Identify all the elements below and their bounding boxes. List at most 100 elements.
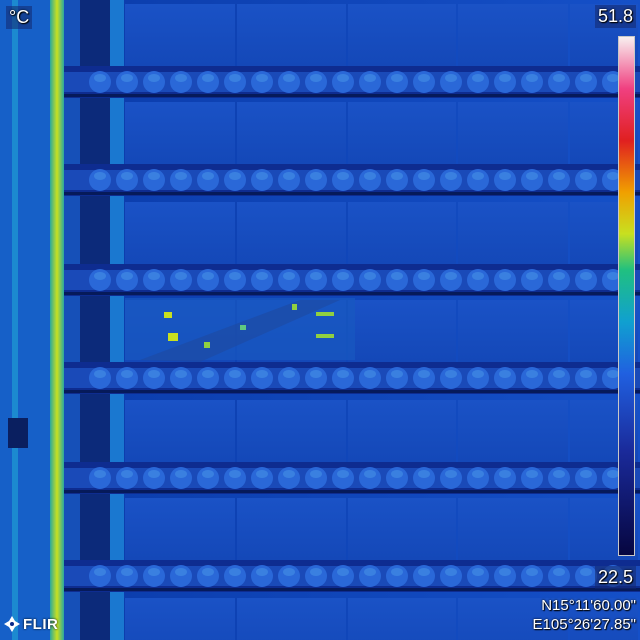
connector-highlight [229, 370, 241, 378]
flir-logo-icon [4, 616, 20, 632]
connector-highlight [445, 272, 457, 280]
connector-highlight [121, 470, 133, 478]
connector-highlight [202, 568, 214, 576]
connector-highlight [553, 172, 565, 180]
row-gap [64, 390, 640, 393]
panel-cell [237, 4, 346, 66]
connector-highlight [310, 370, 322, 378]
connector-highlight [94, 172, 106, 180]
connector-highlight [526, 568, 538, 576]
connector-highlight [121, 172, 133, 180]
hotspot [168, 333, 178, 341]
panel-cell [237, 400, 346, 462]
panel-cell [237, 598, 346, 640]
connector-highlight [175, 74, 187, 82]
connector-highlight [256, 370, 268, 378]
unit-label: °C [6, 6, 33, 29]
connector-highlight [148, 74, 160, 82]
gps-longitude: E105°26'27.85" [532, 616, 636, 633]
connector-highlight [418, 74, 430, 82]
hotspot [164, 312, 172, 318]
connector-highlight [256, 568, 268, 576]
connector-highlight [310, 74, 322, 82]
connector-highlight [499, 568, 511, 576]
panel-cell [125, 400, 235, 462]
hotspot-cluster [125, 298, 355, 362]
connector-highlight [310, 470, 322, 478]
connector-highlight [391, 272, 403, 280]
connector-highlight [94, 370, 106, 378]
left-stripe [12, 0, 18, 640]
connector-highlight [364, 470, 376, 478]
connector-highlight [310, 568, 322, 576]
connector-highlight [283, 272, 295, 280]
connector-highlight [337, 568, 349, 576]
left-wall-region [0, 0, 50, 640]
panel-cell [458, 598, 568, 640]
connector-highlight [175, 568, 187, 576]
connector-highlight [364, 172, 376, 180]
flir-logo: FLIR [4, 612, 58, 636]
connector-highlight [202, 370, 214, 378]
scale-min-value: 22.5 [594, 566, 636, 589]
connector-highlight [202, 172, 214, 180]
connector-highlight [121, 272, 133, 280]
connector-highlight [472, 74, 484, 82]
connector-highlight [229, 568, 241, 576]
connector-highlight [526, 470, 538, 478]
panel-cell [348, 202, 456, 264]
connector-highlight [472, 272, 484, 280]
hotspot [204, 342, 210, 348]
row-gap [64, 490, 640, 493]
connector-highlight [445, 74, 457, 82]
connector-highlight [445, 568, 457, 576]
connector-highlight [94, 470, 106, 478]
connector-highlight [472, 470, 484, 478]
connector-highlight [445, 370, 457, 378]
panel-cell [458, 4, 568, 66]
connector-highlight [553, 370, 565, 378]
connector-highlight [499, 74, 511, 82]
connector-highlight [553, 272, 565, 280]
connector-highlight [283, 74, 295, 82]
hotspot [316, 312, 334, 316]
connector-highlight [175, 172, 187, 180]
connector-highlight [175, 470, 187, 478]
hotspot [292, 304, 297, 310]
connector-highlight [229, 470, 241, 478]
connector-highlight [499, 370, 511, 378]
hotspot [316, 334, 334, 338]
brand-name: FLIR [23, 615, 59, 633]
connector-highlight [526, 74, 538, 82]
connector-highlight [391, 568, 403, 576]
connector-highlight [553, 470, 565, 478]
panel-cell [348, 400, 456, 462]
panel-cell [458, 400, 568, 462]
panel-cell [570, 598, 638, 640]
panel-cell [458, 102, 568, 164]
connector-highlight [283, 172, 295, 180]
row-gap [64, 588, 640, 591]
connector-highlight [418, 568, 430, 576]
panel-cell [348, 102, 456, 164]
connector-highlight [148, 568, 160, 576]
panel-cell [125, 102, 235, 164]
connector-highlight [580, 568, 592, 576]
hot-vertical-stripe [50, 0, 64, 640]
gps-latitude: N15°11'60.00" [541, 597, 636, 614]
panel-cell [125, 598, 235, 640]
panel-cell [125, 4, 235, 66]
gps-readout: N15°11'60.00" E105°26'27.85" [533, 596, 636, 634]
panel-cell [125, 202, 235, 264]
connector-highlight [526, 172, 538, 180]
connector-highlight [607, 272, 619, 280]
connector-highlight [580, 470, 592, 478]
connector-highlight [121, 74, 133, 82]
connector-highlight [337, 272, 349, 280]
connector-highlight [283, 568, 295, 576]
panel-cell [348, 4, 456, 66]
temperature-scale-bar [618, 36, 635, 556]
connector-highlight [310, 272, 322, 280]
panel-cell [458, 202, 568, 264]
connector-highlight [229, 74, 241, 82]
